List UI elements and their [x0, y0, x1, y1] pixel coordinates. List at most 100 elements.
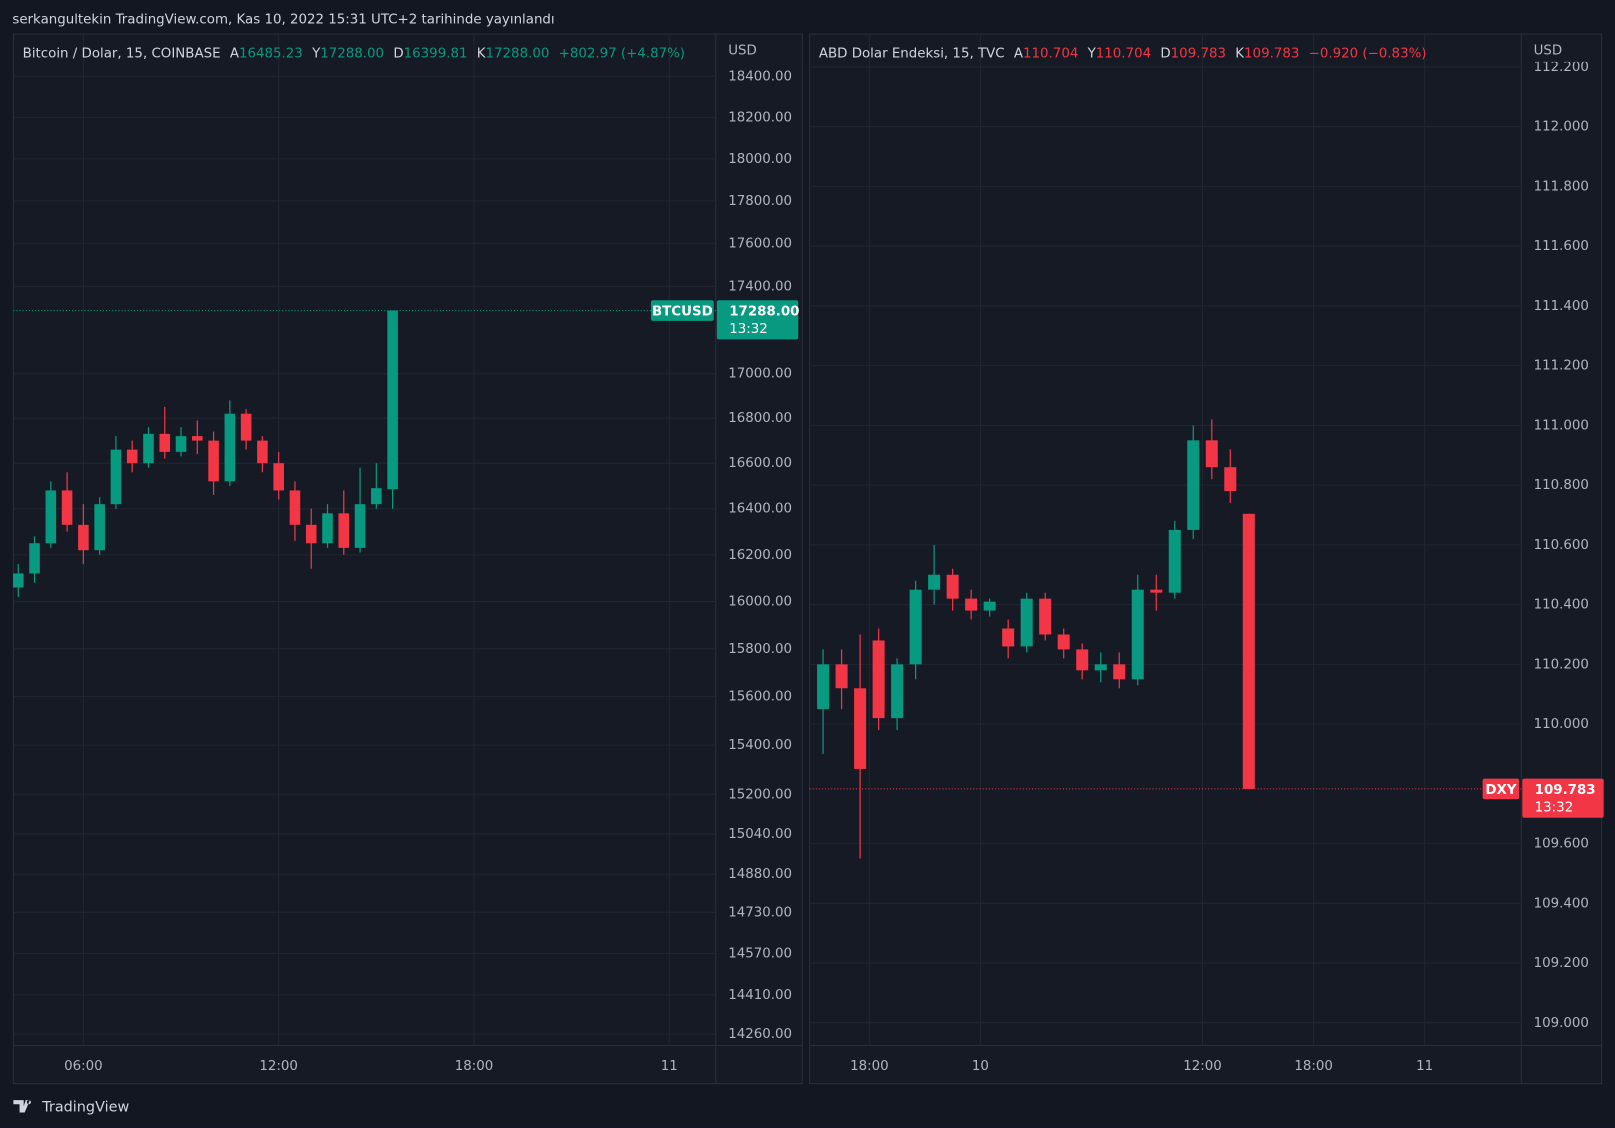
y-tick-label: 14260.00 — [728, 1027, 792, 1042]
candle — [257, 436, 268, 473]
candle-body — [1020, 598, 1033, 647]
legend-change: −0.920 (−0.83%) — [1309, 47, 1427, 62]
y-tick-label: 109.000 — [1534, 1016, 1589, 1031]
legend: ABD Dolar Endeksi, 15, TVC A110.704 Y110.7… — [819, 47, 1427, 62]
legend-value: 110.704 — [1023, 47, 1078, 62]
candle — [78, 504, 89, 565]
legend-key: Y — [1087, 47, 1097, 62]
y-tick-label: 17000.00 — [728, 367, 792, 382]
legend-value: 110.704 — [1096, 47, 1151, 62]
publish-note: serkangultekin TradingView.com, Kas 10, … — [12, 13, 554, 28]
candle — [208, 431, 219, 496]
candle — [1150, 574, 1163, 611]
candle-body — [273, 463, 284, 491]
candle — [289, 481, 301, 541]
candle — [110, 436, 122, 509]
axis-unit: USD — [728, 44, 757, 59]
legend-value: 109.783 — [1244, 47, 1299, 62]
candle — [817, 649, 830, 754]
y-tick-label: 17400.00 — [728, 279, 792, 294]
candle-body — [1076, 649, 1089, 671]
candle-body — [1057, 634, 1070, 650]
candle — [1020, 592, 1033, 653]
candle-body — [78, 524, 89, 551]
x-tick-label: 11 — [1416, 1059, 1433, 1074]
candle-body — [1242, 513, 1255, 789]
y-tick-label: 110.200 — [1534, 657, 1589, 672]
symbol-label: DXY — [1485, 783, 1516, 798]
candle — [371, 463, 382, 509]
candle-body — [322, 513, 333, 544]
candle-body — [110, 449, 122, 505]
y-tick-label: 18000.00 — [728, 152, 792, 167]
legend-value: 17288.00 — [320, 47, 384, 62]
candle-body — [965, 598, 978, 611]
y-tick-label: 15600.00 — [728, 690, 792, 705]
countdown-label: 13:32 — [1535, 800, 1574, 815]
candle-body — [257, 440, 268, 464]
legend-value: 16485.23 — [239, 47, 303, 62]
candle-body — [143, 433, 154, 464]
candle-body — [983, 601, 996, 611]
y-tick-label: 14570.00 — [728, 946, 792, 961]
y-tick-label: 110.000 — [1534, 717, 1589, 732]
candle-body — [817, 664, 830, 710]
candle — [354, 467, 366, 553]
candle-body — [1131, 589, 1144, 680]
y-axis: 112.200 112.000 111.800 111.600 111.400 111.2… — [809, 60, 1589, 1031]
x-tick-label: 18:00 — [1294, 1059, 1333, 1074]
candle — [94, 497, 105, 555]
candle — [322, 504, 333, 548]
candle-body — [289, 490, 301, 525]
candle — [61, 472, 73, 532]
candle — [45, 481, 57, 548]
y-tick-label: 16400.00 — [728, 502, 792, 517]
y-tick-label: 110.400 — [1534, 598, 1589, 613]
candle — [175, 427, 187, 457]
candle-body — [305, 524, 317, 544]
candle — [1224, 449, 1237, 504]
candle-body — [891, 664, 904, 719]
y-tick-label: 17600.00 — [728, 236, 792, 251]
x-tick-label: 12:00 — [259, 1059, 298, 1074]
y-tick-label: 15400.00 — [728, 738, 792, 753]
candle-body — [192, 436, 203, 441]
y-tick-label: 112.200 — [1534, 60, 1589, 75]
legend-value: 16399.81 — [404, 47, 468, 62]
legend-name: Bitcoin / Dolar, 15, COINBASE — [23, 47, 221, 62]
candle — [1076, 643, 1089, 680]
y-tick-label: 16800.00 — [728, 411, 792, 426]
chart-panel: 18:00 10 12:00 18:00 11 112.200 112.000 111.800… — [809, 33, 1604, 1085]
candle-body — [1150, 589, 1163, 593]
y-tick-label: 18400.00 — [728, 69, 792, 84]
y-tick-label: 15800.00 — [728, 642, 792, 657]
y-tick-label: 110.800 — [1534, 478, 1589, 493]
y-tick-label: 111.000 — [1534, 418, 1589, 433]
tradingview-logo: TradingView — [13, 1099, 129, 1115]
candle-body — [175, 436, 187, 452]
candle-body — [29, 543, 40, 574]
legend-value: 109.783 — [1171, 47, 1226, 62]
y-tick-label: 18200.00 — [728, 110, 792, 125]
candle-body — [1168, 529, 1181, 593]
candle — [946, 568, 959, 611]
y-tick-label: 111.400 — [1534, 299, 1589, 314]
legend-key: D — [1160, 47, 1170, 62]
candle-body — [12, 573, 24, 588]
candle-body — [1113, 664, 1126, 680]
y-tick-label: 109.200 — [1534, 956, 1589, 971]
candle — [387, 310, 398, 509]
candle-body — [1187, 440, 1200, 530]
candle — [224, 400, 236, 486]
legend-key: Y — [311, 47, 321, 62]
candle — [1131, 574, 1144, 686]
chart-panel: 06:00 12:00 18:00 11 18400.00 18200.00 18000.0… — [12, 33, 803, 1085]
symbol-box — [650, 300, 714, 321]
candle-body — [387, 310, 398, 490]
candle-body — [240, 413, 252, 441]
candle-body — [354, 504, 366, 548]
candle — [1057, 628, 1070, 659]
price-label: 17288.00 — [729, 305, 799, 320]
